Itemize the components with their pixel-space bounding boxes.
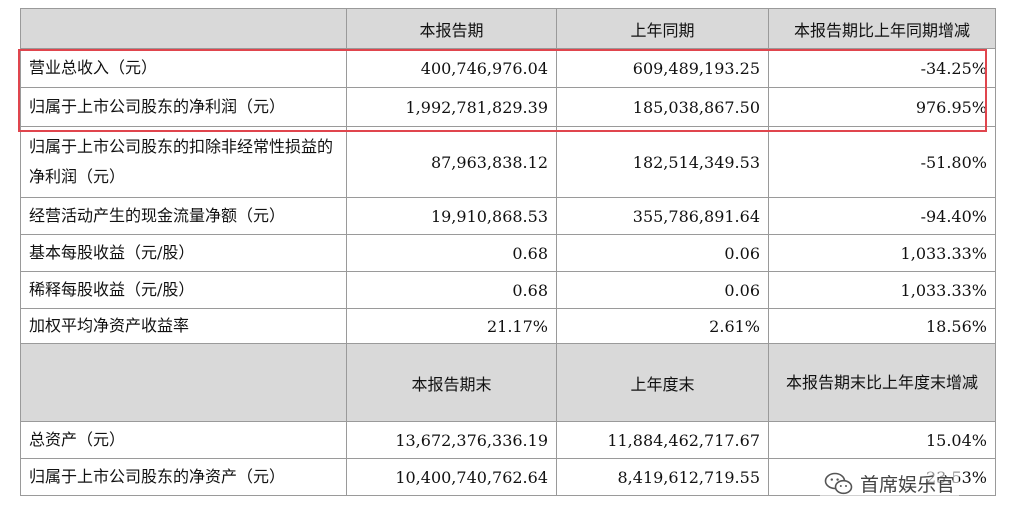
- watermark-text: 首席娱乐官: [860, 474, 956, 496]
- prior-value: 11,884,462,717.67: [556, 421, 769, 459]
- current-value: 21.17%: [346, 308, 557, 344]
- table-row: 总资产（元） 13,672,376,336.19 11,884,462,717.…: [20, 421, 996, 459]
- current-value: 1,992,781,829.39: [346, 87, 557, 127]
- header-row: 本报告期 上年同期 本报告期比上年同期增减: [20, 8, 996, 49]
- current-value: 19,910,868.53: [346, 197, 557, 235]
- change-value: -94.40%: [768, 197, 996, 235]
- header-change-since-year-end: 本报告期末比上年度末增减: [768, 343, 996, 422]
- prior-value: 182,514,349.53: [556, 126, 769, 198]
- row-label: 归属于上市公司股东的净利润（元）: [20, 87, 347, 127]
- financial-summary-table: 本报告期 上年同期 本报告期比上年同期增减 营业总收入（元） 400,746,9…: [20, 8, 996, 496]
- row-label: 基本每股收益（元/股）: [20, 234, 347, 272]
- table-row: 经营活动产生的现金流量净额（元） 19,910,868.53 355,786,8…: [20, 197, 996, 235]
- prior-value: 609,489,193.25: [556, 48, 769, 88]
- prior-value: 2.61%: [556, 308, 769, 344]
- row-label: 加权平均净资产收益率: [20, 308, 347, 344]
- change-value: 15.04%: [768, 421, 996, 459]
- current-value: 87,963,838.12: [346, 126, 557, 198]
- change-value: 1,033.33%: [768, 234, 996, 272]
- change-value: -51.80%: [768, 126, 996, 198]
- table-row: 加权平均净资产收益率 21.17% 2.61% 18.56%: [20, 308, 996, 344]
- table-row: 归属于上市公司股东的净利润（元） 1,992,781,829.39 185,03…: [20, 87, 996, 127]
- change-value: 18.56%: [768, 308, 996, 344]
- header-change: 本报告期比上年同期增减: [768, 8, 996, 49]
- prior-value: 8,419,612,719.55: [556, 458, 769, 496]
- header-prior-year-end: 上年度末: [556, 343, 769, 422]
- row-label: 经营活动产生的现金流量净额（元）: [20, 197, 347, 235]
- table-row: 归属于上市公司股东的扣除非经常性损益的净利润（元） 87,963,838.12 …: [20, 126, 996, 198]
- row-label: 归属于上市公司股东的净资产（元）: [20, 458, 347, 496]
- wechat-icon: [824, 471, 854, 497]
- change-value: 976.95%: [768, 87, 996, 127]
- change-value: -34.25%: [768, 48, 996, 88]
- header-blank-cell: [20, 8, 347, 49]
- subheader-row: 本报告期末 上年度末 本报告期末比上年度末增减: [20, 343, 996, 422]
- row-label: 归属于上市公司股东的扣除非经常性损益的净利润（元）: [20, 126, 347, 198]
- prior-value: 0.06: [556, 234, 769, 272]
- header-period-end: 本报告期末: [346, 343, 557, 422]
- prior-value: 185,038,867.50: [556, 87, 769, 127]
- table-row: 基本每股收益（元/股） 0.68 0.06 1,033.33%: [20, 234, 996, 272]
- row-label: 营业总收入（元）: [20, 48, 347, 88]
- table-row: 稀释每股收益（元/股） 0.68 0.06 1,033.33%: [20, 271, 996, 309]
- change-value: 1,033.33%: [768, 271, 996, 309]
- header-current-period: 本报告期: [346, 8, 557, 49]
- watermark: 首席娱乐官: [820, 470, 960, 497]
- table-row: 营业总收入（元） 400,746,976.04 609,489,193.25 -…: [20, 48, 996, 88]
- row-label: 总资产（元）: [20, 421, 347, 459]
- current-value: 0.68: [346, 234, 557, 272]
- header-prior-period: 上年同期: [556, 8, 769, 49]
- current-value: 400,746,976.04: [346, 48, 557, 88]
- prior-value: 0.06: [556, 271, 769, 309]
- prior-value: 355,786,891.64: [556, 197, 769, 235]
- current-value: 13,672,376,336.19: [346, 421, 557, 459]
- row-label: 稀释每股收益（元/股）: [20, 271, 347, 309]
- subheader-blank-cell: [20, 343, 347, 422]
- current-value: 0.68: [346, 271, 557, 309]
- current-value: 10,400,740,762.64: [346, 458, 557, 496]
